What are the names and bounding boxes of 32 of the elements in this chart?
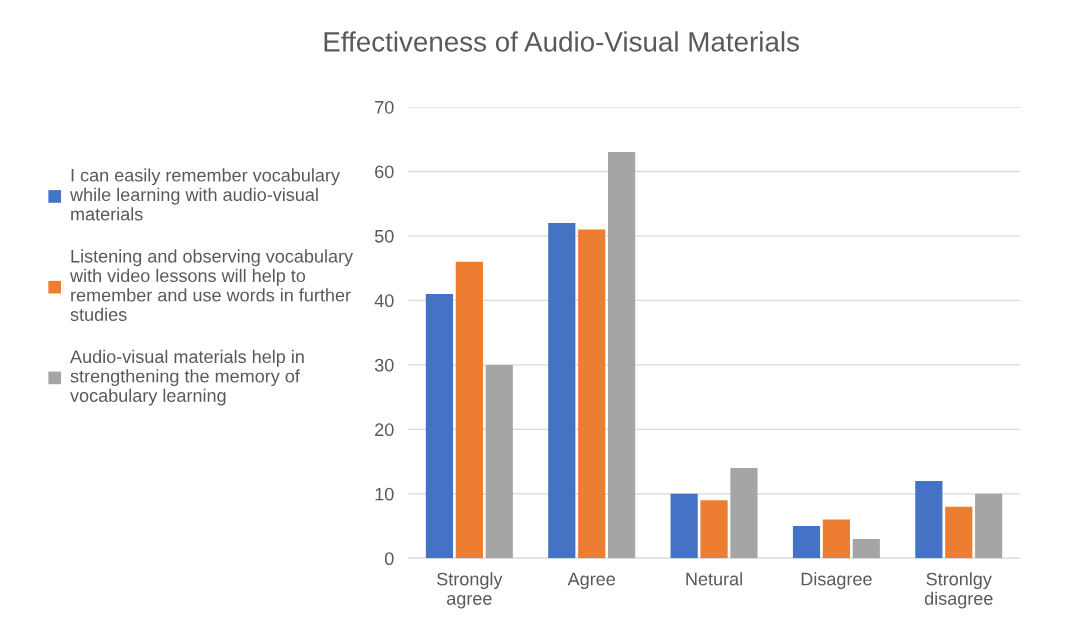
- legend-label: Listening and observing vocabulary with video lessons will help to remember and use words in further studies: [70, 249, 354, 321]
- legend-label: Audio-visual materials help in strengthening the memory of vocabulary learning: [70, 349, 304, 406]
- y-tick-label: 40: [374, 294, 394, 308]
- bar: [485, 364, 513, 559]
- bar: [792, 526, 821, 559]
- bar: [700, 500, 728, 559]
- x-tick-label: Stronlgy disagree: [924, 572, 993, 609]
- y-tick-label: 20: [375, 423, 394, 437]
- bar: [455, 261, 483, 559]
- bar: [975, 493, 1003, 559]
- y-tick-label: 60: [375, 165, 394, 179]
- bar: [945, 506, 973, 559]
- bar: [548, 223, 576, 559]
- bar: [915, 480, 943, 559]
- y-tick-label: 10: [375, 487, 394, 501]
- bar: [822, 519, 850, 559]
- x-tick-label: Netural: [686, 572, 742, 586]
- bar: [852, 538, 880, 559]
- x-tick-label: Agree: [567, 572, 615, 590]
- y-tick-label: 70: [375, 100, 394, 114]
- bar: [670, 493, 698, 559]
- y-tick-label: 0: [384, 552, 394, 566]
- legend-label: I can easily remember vocabulary while learning with audio-visual materials: [70, 168, 340, 221]
- x-tick-label: Strongly agree: [437, 572, 503, 609]
- y-tick-label: 30: [374, 358, 394, 372]
- chart-title: Effectiveness of Audio-Visual Materials: [324, 31, 799, 52]
- bar: [425, 293, 454, 559]
- x-tick-label: Disagree: [801, 572, 872, 590]
- bar: [608, 152, 636, 559]
- bar: [730, 468, 758, 559]
- bar: [578, 229, 606, 559]
- y-tick-label: 50: [374, 229, 394, 243]
